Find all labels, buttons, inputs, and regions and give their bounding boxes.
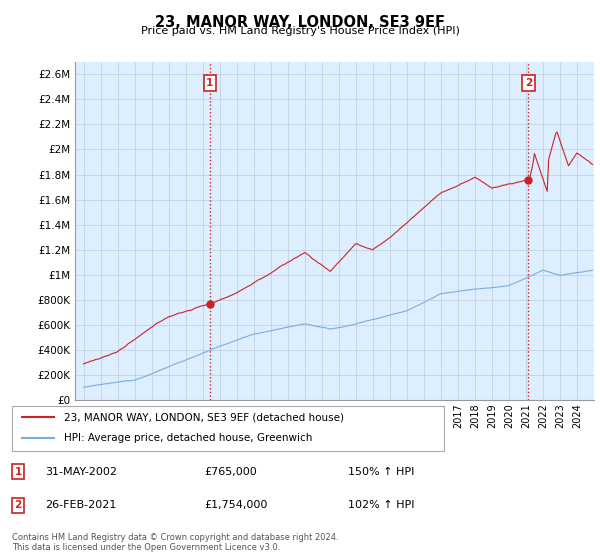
Text: 102% ↑ HPI: 102% ↑ HPI [348, 500, 415, 510]
Text: Contains HM Land Registry data © Crown copyright and database right 2024.: Contains HM Land Registry data © Crown c… [12, 533, 338, 542]
FancyBboxPatch shape [12, 406, 444, 451]
Text: 26-FEB-2021: 26-FEB-2021 [45, 500, 116, 510]
Text: £765,000: £765,000 [204, 466, 257, 477]
Text: Price paid vs. HM Land Registry's House Price Index (HPI): Price paid vs. HM Land Registry's House … [140, 26, 460, 36]
Text: HPI: Average price, detached house, Greenwich: HPI: Average price, detached house, Gree… [64, 433, 312, 444]
Text: 2: 2 [14, 500, 22, 510]
Text: 150% ↑ HPI: 150% ↑ HPI [348, 466, 415, 477]
Text: 1: 1 [14, 466, 22, 477]
Text: 31-MAY-2002: 31-MAY-2002 [45, 466, 117, 477]
Text: 23, MANOR WAY, LONDON, SE3 9EF (detached house): 23, MANOR WAY, LONDON, SE3 9EF (detached… [64, 412, 344, 422]
Text: This data is licensed under the Open Government Licence v3.0.: This data is licensed under the Open Gov… [12, 543, 280, 552]
Text: 2: 2 [525, 78, 532, 88]
Text: 1: 1 [206, 78, 214, 88]
Text: £1,754,000: £1,754,000 [204, 500, 268, 510]
Text: 23, MANOR WAY, LONDON, SE3 9EF: 23, MANOR WAY, LONDON, SE3 9EF [155, 15, 445, 30]
